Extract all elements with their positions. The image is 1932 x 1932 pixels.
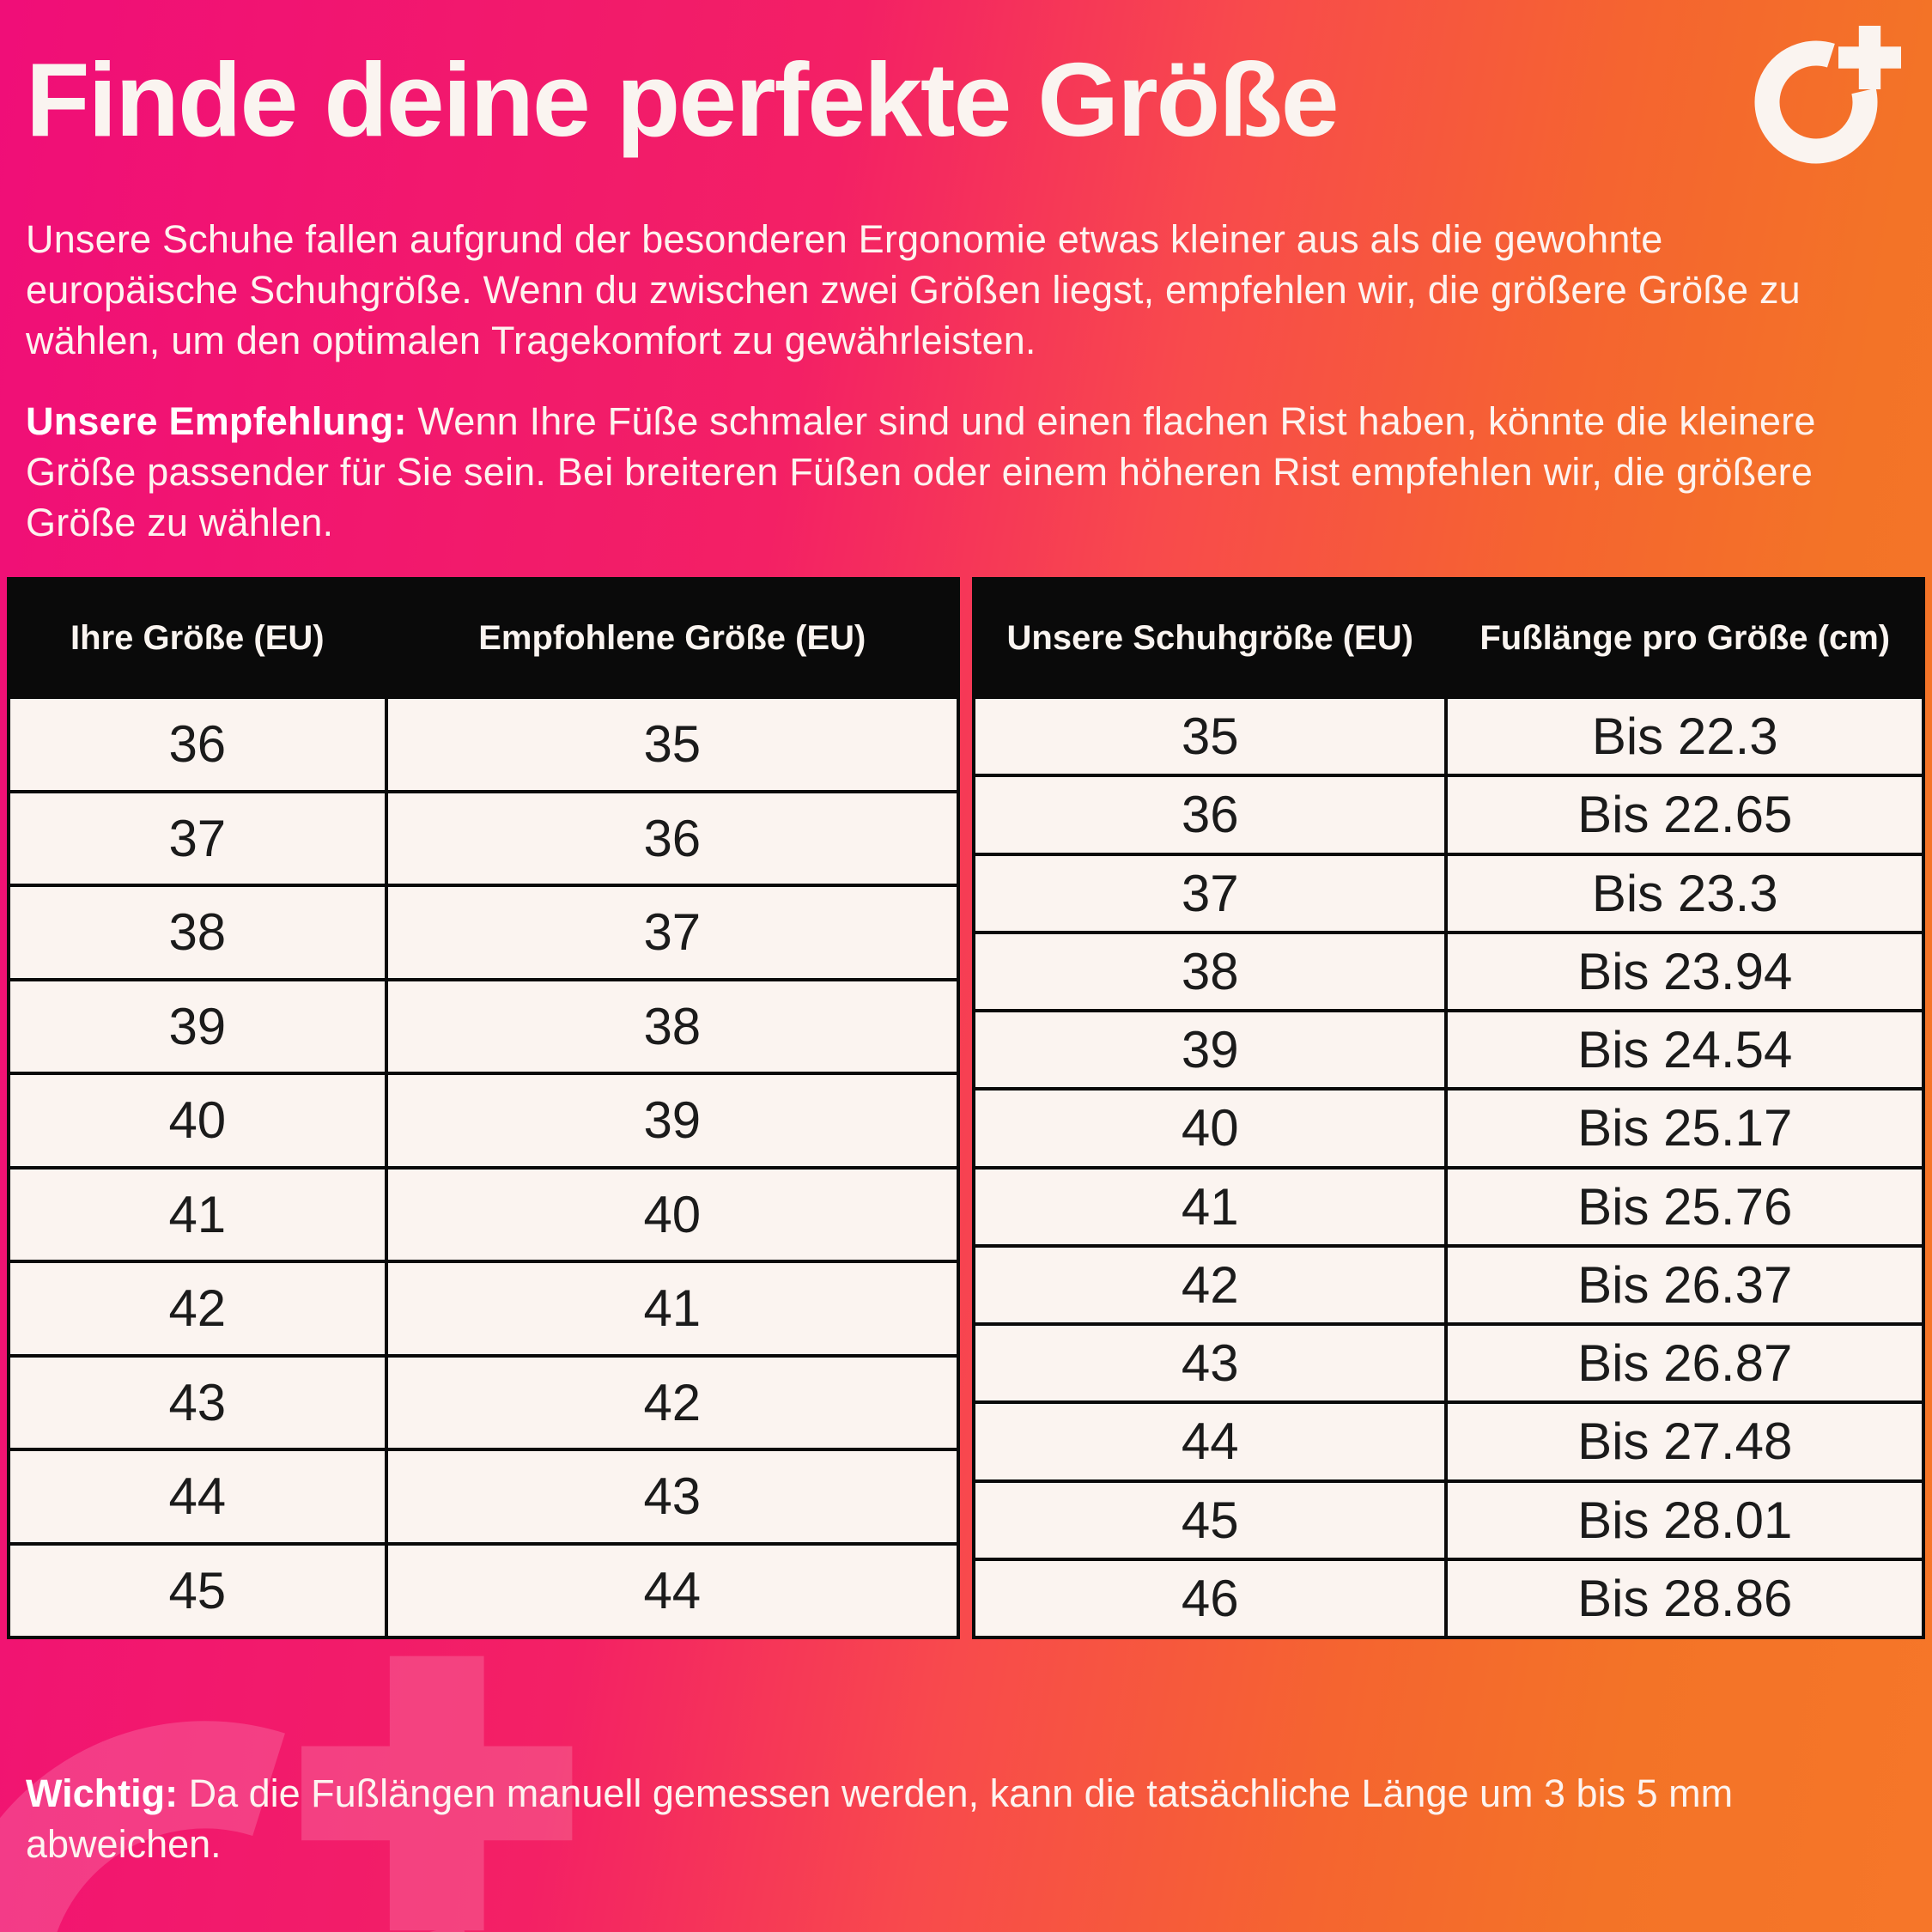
size-conversion-table: Ihre Größe (EU) Empfohlene Größe (EU) 36… (7, 577, 961, 1639)
table-row: 39 38 (7, 977, 961, 1075)
table-cell: 35 (384, 696, 961, 793)
table-cell: Bis 25.76 (1444, 1165, 1925, 1248)
intro-paragraph: Unsere Schuhe fallen aufgrund der besond… (26, 215, 1829, 367)
column-header-recommended-size: Empfohlene Größe (EU) (384, 577, 961, 699)
table-cell: 38 (384, 977, 961, 1075)
table-cell: 44 (7, 1448, 388, 1546)
table-cell: Bis 27.48 (1444, 1400, 1925, 1483)
table-row: 40 Bis 25.17 (971, 1087, 1925, 1170)
recommendation-label: Unsere Empfehlung: (26, 399, 407, 443)
table-cell: 36 (384, 789, 961, 887)
recommendation-paragraph: Unsere Empfehlung: Wenn Ihre Füße schmal… (26, 397, 1829, 549)
important-note-text: Da die Fußlängen manuell gemessen werden… (26, 1771, 1734, 1866)
table-cell: 35 (971, 695, 1449, 778)
table-cell: Bis 24.54 (1444, 1008, 1925, 1091)
table-row: 40 39 (7, 1072, 961, 1170)
table-row: 43 Bis 26.87 (971, 1321, 1925, 1405)
table-row: 36 Bis 22.65 (971, 774, 1925, 856)
foot-length-table-body: 35 Bis 22.3 36 Bis 22.65 37 Bis 23.3 38 Bis 23.… (971, 695, 1925, 1640)
table-row: 36 35 (7, 696, 961, 793)
page-title: Finde deine perfekte Größe (26, 41, 1340, 158)
table-cell: 38 (7, 884, 388, 981)
table-cell: 45 (971, 1479, 1449, 1561)
table-cell: 46 (971, 1557, 1449, 1640)
size-conversion-table-header: Ihre Größe (EU) Empfohlene Größe (EU) (7, 577, 961, 699)
table-cell: 36 (971, 774, 1449, 856)
table-cell: 45 (7, 1541, 388, 1639)
table-cell: 43 (384, 1448, 961, 1546)
table-row: 37 36 (7, 789, 961, 887)
table-cell: 39 (384, 1072, 961, 1170)
size-tables: Ihre Größe (EU) Empfohlene Größe (EU) 36… (7, 577, 1925, 1640)
table-row: 46 Bis 28.86 (971, 1557, 1925, 1640)
table-row: 43 42 (7, 1353, 961, 1451)
table-cell: 41 (384, 1260, 961, 1358)
table-cell: 38 (971, 930, 1449, 1013)
table-row: 45 44 (7, 1541, 961, 1639)
column-header-foot-length: Fußlänge pro Größe (cm) (1444, 577, 1925, 699)
table-cell: 40 (384, 1165, 961, 1263)
table-row: 38 Bis 23.94 (971, 930, 1925, 1013)
table-row: 42 41 (7, 1260, 961, 1358)
table-cell: Bis 28.86 (1444, 1557, 1925, 1640)
table-cell: 41 (971, 1165, 1449, 1248)
table-cell: Bis 25.17 (1444, 1087, 1925, 1170)
intro-text: Unsere Schuhe fallen aufgrund der besond… (26, 217, 1801, 362)
table-cell: 44 (384, 1541, 961, 1639)
table-cell: 40 (7, 1072, 388, 1170)
table-cell: 39 (7, 977, 388, 1075)
table-row: 35 Bis 22.3 (971, 695, 1925, 778)
table-cell: Bis 22.65 (1444, 774, 1925, 856)
brand-circle-plus-icon (1754, 26, 1901, 164)
table-row: 44 43 (7, 1448, 961, 1546)
table-row: 42 Bis 26.37 (971, 1243, 1925, 1327)
table-cell: 39 (971, 1008, 1449, 1091)
table-cell: 41 (7, 1165, 388, 1263)
table-cell: Bis 23.94 (1444, 930, 1925, 1013)
table-cell: 40 (971, 1087, 1449, 1170)
table-cell: 37 (384, 884, 961, 981)
table-cell: 37 (7, 789, 388, 887)
important-note: Wichtig: Da die Fußlängen manuell gemess… (26, 1769, 1829, 1870)
table-cell: 44 (971, 1400, 1449, 1483)
table-cell: 42 (384, 1353, 961, 1451)
table-cell: Bis 28.01 (1444, 1479, 1925, 1561)
foot-length-table-header: Unsere Schuhgröße (EU) Fußlänge pro Größ… (971, 577, 1925, 699)
table-row: 37 Bis 23.3 (971, 852, 1925, 934)
table-header-row: Ihre Größe (EU) Empfohlene Größe (EU) (7, 577, 961, 699)
table-row: 39 Bis 24.54 (971, 1008, 1925, 1091)
table-cell: Bis 26.37 (1444, 1243, 1925, 1327)
table-header-row: Unsere Schuhgröße (EU) Fußlänge pro Größ… (971, 577, 1925, 699)
table-cell: 42 (971, 1243, 1449, 1327)
column-header-your-size: Ihre Größe (EU) (7, 577, 388, 699)
recommendation-text: Wenn Ihre Füße schmaler sind und einen f… (26, 399, 1816, 544)
table-row: 44 Bis 27.48 (971, 1400, 1925, 1483)
table-cell: Bis 23.3 (1444, 852, 1925, 934)
table-cell: 36 (7, 696, 388, 793)
table-cell: 43 (971, 1321, 1449, 1405)
table-row: 45 Bis 28.01 (971, 1479, 1925, 1561)
column-header-our-shoe-size: Unsere Schuhgröße (EU) (971, 577, 1449, 699)
table-row: 41 40 (7, 1165, 961, 1263)
table-cell: 42 (7, 1260, 388, 1358)
size-conversion-table-body: 36 35 37 36 38 37 39 38 40 39 41 40 42 41 43 42 44 43 45 44 (7, 696, 961, 1639)
table-cell: Bis 26.87 (1444, 1321, 1925, 1405)
table-cell: 37 (971, 852, 1449, 934)
foot-length-table: Unsere Schuhgröße (EU) Fußlänge pro Größ… (971, 577, 1925, 1640)
table-cell: Bis 22.3 (1444, 695, 1925, 778)
important-note-label: Wichtig: (26, 1771, 179, 1815)
table-row: 41 Bis 25.76 (971, 1165, 1925, 1248)
table-row: 38 37 (7, 884, 961, 981)
table-cell: 43 (7, 1353, 388, 1451)
